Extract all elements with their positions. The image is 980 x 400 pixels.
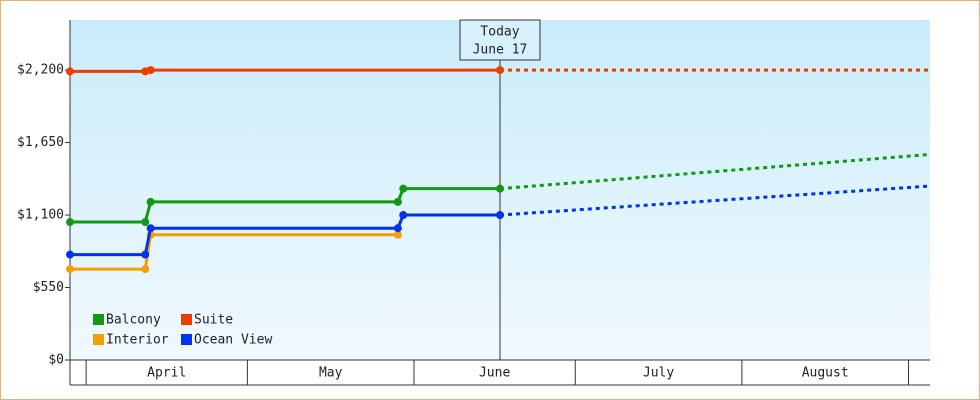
today-date: June 17 xyxy=(473,43,528,58)
price-point xyxy=(146,197,155,206)
y-tick-label: $1,100 xyxy=(17,208,64,223)
legend-label: Balcony xyxy=(106,313,161,328)
price-point xyxy=(66,250,74,259)
price-point xyxy=(141,250,150,259)
price-point xyxy=(146,224,155,233)
price-point xyxy=(141,218,150,227)
y-tick-label: $550 xyxy=(33,280,64,295)
x-tick-label: April xyxy=(147,366,186,381)
legend-swatch xyxy=(93,334,104,345)
price-point xyxy=(496,211,504,220)
x-tick-label: July xyxy=(643,366,674,381)
y-tick-label: $1,650 xyxy=(17,135,64,150)
price-point xyxy=(399,184,408,193)
price-line xyxy=(70,213,500,257)
price-line xyxy=(70,68,500,73)
legend-label: Ocean View xyxy=(194,333,272,348)
price-point xyxy=(496,184,504,193)
legend-swatch xyxy=(181,314,192,325)
price-point xyxy=(146,66,155,75)
x-tick-label: August xyxy=(802,366,849,381)
price-point xyxy=(393,224,402,233)
x-tick-label: June xyxy=(479,366,510,381)
x-tick-label: May xyxy=(319,366,343,381)
legend-label: Interior xyxy=(106,333,169,348)
price-point xyxy=(66,265,74,274)
y-tick-label: $0 xyxy=(48,353,64,368)
legend-label: Suite xyxy=(194,313,233,328)
price-point xyxy=(141,265,150,274)
price-point xyxy=(393,230,402,239)
today-label: Today xyxy=(480,25,519,40)
price-point xyxy=(66,218,74,227)
price-point xyxy=(66,67,74,76)
legend-swatch xyxy=(93,314,104,325)
price-line xyxy=(70,187,500,224)
price-point xyxy=(393,197,402,206)
today-box xyxy=(459,19,541,61)
price-point xyxy=(399,211,408,220)
price-point xyxy=(496,66,504,75)
y-tick-label: $2,200 xyxy=(17,63,64,78)
legend-swatch xyxy=(181,334,192,345)
